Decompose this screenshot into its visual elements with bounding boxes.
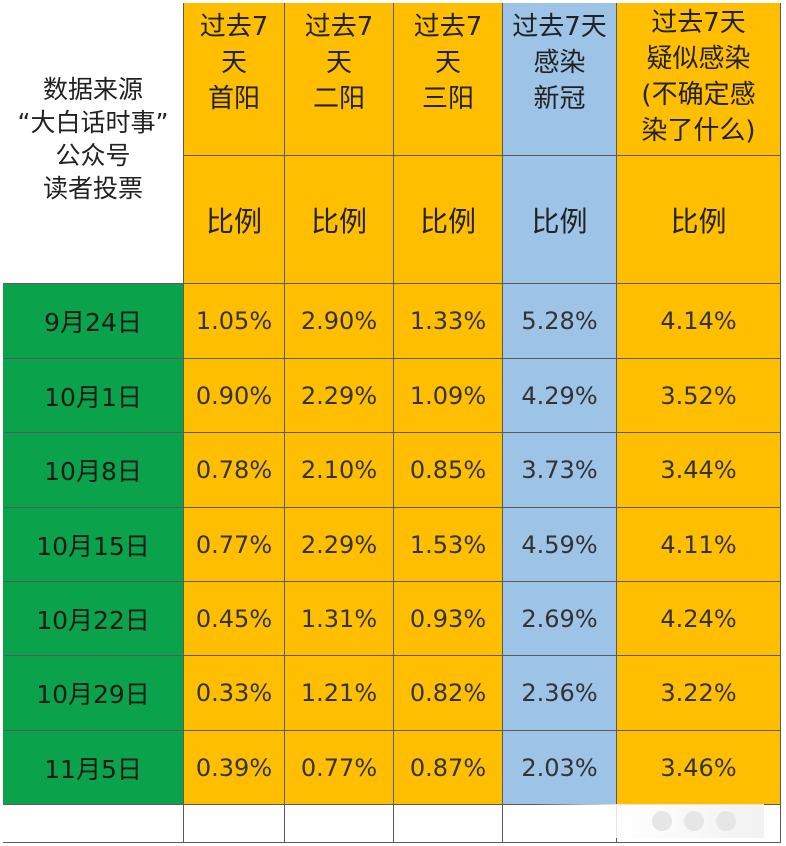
column-header-second-infection: 过去7 天 二阳 [285, 3, 394, 156]
value-cell: 1.05% [184, 284, 285, 359]
date-cell: 10月15日 [3, 508, 184, 582]
table-row: 10月1日 0.90% 2.29% 1.09% 4.29% 3.52% [3, 359, 781, 433]
value-cell: 0.87% [394, 731, 503, 805]
value-cell: 1.31% [285, 582, 394, 656]
watermark-dot [684, 811, 704, 831]
column-header-line: 天 [220, 48, 247, 78]
value-cell: 2.29% [285, 508, 394, 582]
value-cell: 3.46% [617, 731, 781, 805]
value-cell: 2.69% [503, 582, 617, 656]
value-cell: 3.44% [617, 433, 781, 508]
watermark-dot [652, 811, 672, 831]
value-cell: 1.33% [394, 284, 503, 359]
header-row: 数据来源 “大白话时事” 公众号 读者投票 过去7 天 首阳 过去7 天 二阳 … [3, 3, 781, 284]
column-header-line: 感染 [533, 48, 586, 78]
date-cell: 10月29日 [3, 656, 184, 731]
watermark [534, 804, 764, 838]
column-header-line: (不确定感 [641, 80, 756, 110]
date-cell: 10月8日 [3, 433, 184, 508]
unit-label: 比例 [617, 156, 781, 284]
table-row: 9月24日 1.05% 2.90% 1.33% 5.28% 4.14% [3, 284, 781, 359]
value-cell: 5.28% [503, 284, 617, 359]
survey-table: 数据来源 “大白话时事” 公众号 读者投票 过去7 天 首阳 过去7 天 二阳 … [3, 3, 781, 843]
date-cell: 10月22日 [3, 582, 184, 656]
empty-cell [3, 805, 184, 843]
source-line: “大白话时事” [17, 108, 169, 137]
value-cell: 0.90% [184, 359, 285, 433]
column-header-line: 新冠 [533, 84, 586, 114]
value-cell: 2.03% [503, 731, 617, 805]
value-cell: 0.77% [285, 731, 394, 805]
column-header-line: 过去7天 [651, 8, 746, 38]
table-row: 11月5日 0.39% 0.77% 0.87% 2.03% 3.46% [3, 731, 781, 805]
empty-cell [285, 805, 394, 843]
unit-label: 比例 [503, 156, 617, 284]
table-row: 10月8日 0.78% 2.10% 0.85% 3.73% 3.44% [3, 433, 781, 508]
value-cell: 2.10% [285, 433, 394, 508]
value-cell: 4.14% [617, 284, 781, 359]
date-cell: 11月5日 [3, 731, 184, 805]
value-cell: 3.73% [503, 433, 617, 508]
column-header-line: 过去7 [304, 12, 374, 42]
column-header-line: 二阳 [312, 84, 365, 114]
value-cell: 0.39% [184, 731, 285, 805]
unit-row: 比例 比例 比例 比例 比例 [3, 156, 781, 284]
source-line: 数据来源 [42, 75, 143, 104]
unit-label: 比例 [285, 156, 394, 284]
value-cell: 1.09% [394, 359, 503, 433]
watermark-dot [716, 811, 736, 831]
column-header-line: 三阳 [421, 84, 474, 114]
table-row: 10月29日 0.33% 1.21% 0.82% 2.36% 3.22% [3, 656, 781, 731]
empty-cell [394, 805, 503, 843]
value-cell: 2.36% [503, 656, 617, 731]
value-cell: 0.45% [184, 582, 285, 656]
value-cell: 0.85% [394, 433, 503, 508]
value-cell: 2.90% [285, 284, 394, 359]
data-source-cell: 数据来源 “大白话时事” 公众号 读者投票 [3, 3, 184, 284]
column-header-first-infection: 过去7 天 首阳 [184, 3, 285, 156]
date-cell: 10月1日 [3, 359, 184, 433]
value-cell: 0.33% [184, 656, 285, 731]
column-header-third-infection: 过去7 天 三阳 [394, 3, 503, 156]
value-cell: 0.82% [394, 656, 503, 731]
column-header-line: 染了什么) [641, 116, 756, 146]
source-line: 读者投票 [42, 174, 143, 203]
column-header-covid-infection: 过去7天 感染 新冠 [503, 3, 617, 156]
unit-label: 比例 [184, 156, 285, 284]
table-row: 10月22日 0.45% 1.31% 0.93% 2.69% 4.24% [3, 582, 781, 656]
column-header-line: 过去7 [413, 12, 483, 42]
column-header-line: 天 [325, 48, 352, 78]
value-cell: 0.77% [184, 508, 285, 582]
value-cell: 3.22% [617, 656, 781, 731]
value-cell: 2.29% [285, 359, 394, 433]
column-header-line: 过去7 [199, 12, 269, 42]
value-cell: 4.11% [617, 508, 781, 582]
value-cell: 1.53% [394, 508, 503, 582]
source-line: 公众号 [55, 141, 131, 170]
column-header-line: 首阳 [207, 84, 260, 114]
value-cell: 1.21% [285, 656, 394, 731]
column-header-line: 天 [434, 48, 461, 78]
empty-cell [184, 805, 285, 843]
value-cell: 4.59% [503, 508, 617, 582]
column-header-line: 疑似感染 [646, 44, 751, 74]
column-header-suspected-infection: 过去7天 疑似感染 (不确定感 染了什么) [617, 3, 781, 156]
value-cell: 0.78% [184, 433, 285, 508]
column-header-line: 过去7天 [512, 12, 607, 42]
date-cell: 9月24日 [3, 284, 184, 359]
value-cell: 4.29% [503, 359, 617, 433]
value-cell: 0.93% [394, 582, 503, 656]
unit-label: 比例 [394, 156, 503, 284]
value-cell: 4.24% [617, 582, 781, 656]
value-cell: 3.52% [617, 359, 781, 433]
table-row: 10月15日 0.77% 2.29% 1.53% 4.59% 4.11% [3, 508, 781, 582]
